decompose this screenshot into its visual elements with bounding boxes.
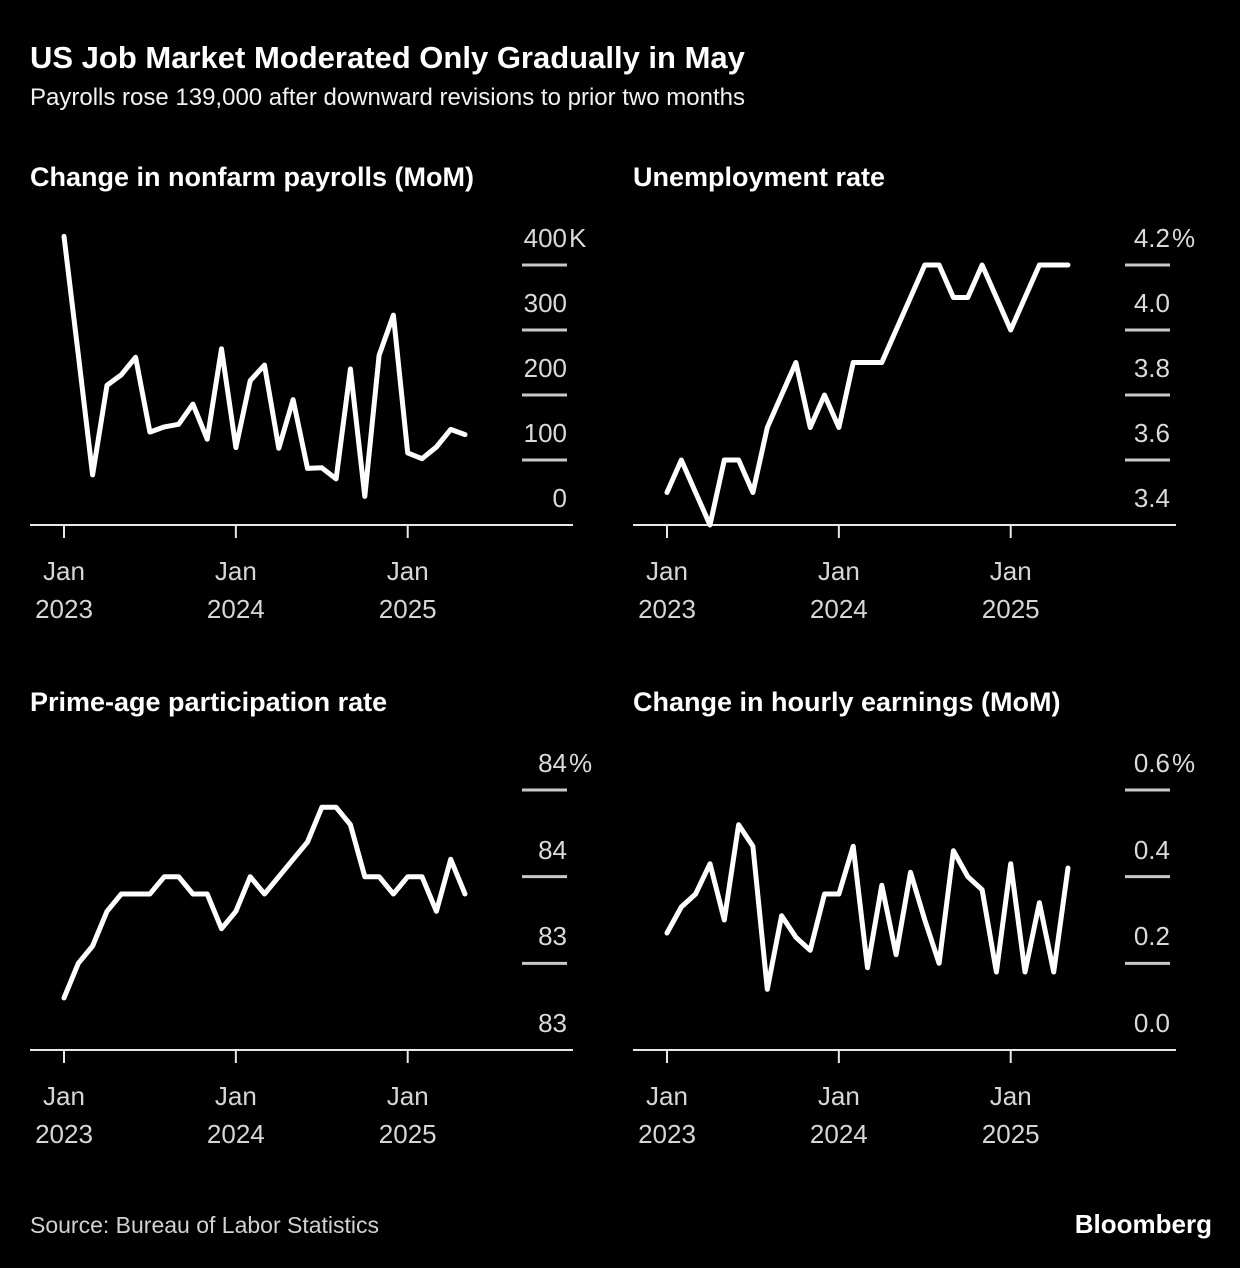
y-axis-label-value: 3.6: [1133, 418, 1170, 448]
y-axis-label: 100: [30, 417, 567, 449]
x-axis-label: Jan 2024: [769, 1077, 909, 1153]
source-note: Source: Bureau of Labor Statistics: [30, 1212, 380, 1238]
x-axis-label-year: 2025: [378, 594, 437, 624]
x-axis-label-month: Jan: [214, 556, 257, 586]
x-axis-label-year: 2024: [206, 1119, 265, 1149]
x-axis-label-month: Jan: [43, 1081, 85, 1111]
chart-title: Change in nonfarm payrolls (MoM): [30, 162, 475, 192]
y-axis-label-value: 0.2: [1133, 921, 1170, 952]
y-axis-label-value: 0.0: [1133, 1008, 1170, 1038]
y-axis-label-value: 200: [523, 353, 567, 383]
x-axis-label-month: Jan: [989, 1081, 1032, 1111]
chart-plot: [633, 788, 1176, 1063]
y-axis-label-value: 0.4: [1133, 834, 1170, 865]
chart-plot: [633, 262, 1176, 538]
chart-title: Unemployment rate: [633, 162, 886, 192]
y-axis-label: 0.4: [633, 834, 1170, 866]
x-axis-label-month: Jan: [43, 556, 85, 586]
y-axis-label-value: 3.4: [1133, 483, 1170, 513]
bloomberg-logo: Bloomberg: [1074, 1209, 1212, 1239]
y-axis-label: 3.8: [633, 352, 1170, 384]
x-axis-label: Jan 2025: [941, 1077, 1081, 1153]
y-axis-label: 300: [30, 287, 567, 319]
x-axis-label: Jan 2023: [597, 552, 737, 628]
y-axis-label: 0.0: [633, 1007, 1170, 1039]
y-axis-label-value: 300: [523, 288, 567, 318]
y-axis-label: 400 K: [30, 222, 587, 254]
nonfarm-payrolls-line: [61, 233, 468, 499]
y-axis-label-value: 84: [538, 834, 567, 865]
x-axis-label-month: Jan: [817, 1081, 860, 1111]
chart-plot: [30, 233, 573, 538]
chart-panel-nonfarm-payrolls: Change in nonfarm payrolls (MoM) 400 K 300…: [30, 160, 587, 640]
x-axis-label-month: Jan: [386, 556, 429, 586]
y-axis-label-value: 83: [538, 921, 567, 952]
y-axis-label: 0.2: [633, 920, 1170, 952]
chart-plot: [30, 788, 573, 1063]
x-axis-label-year: 2024: [809, 594, 868, 624]
y-axis-label-value: 83: [538, 1008, 567, 1038]
chart-panel-unemployment-rate: Unemployment rate 4.2% 4.0 3.8 3.6 3.4 Jan 202…: [633, 160, 1195, 640]
y-axis-label: 83: [30, 1007, 567, 1039]
y-axis-label-suffix: %: [1172, 223, 1196, 253]
x-axis-label-year: 2023: [35, 1119, 93, 1149]
x-axis-label-year: 2025: [378, 1119, 437, 1149]
x-axis-label-month: Jan: [646, 1081, 688, 1111]
y-axis-label-value: 4.0: [1133, 288, 1170, 318]
x-axis-label: Jan 2024: [166, 1077, 306, 1153]
x-axis-label-year: 2023: [35, 594, 93, 624]
page-title: US Job Market Moderated Only Gradually i…: [30, 40, 745, 75]
x-axis-label-year: 2025: [981, 1119, 1040, 1149]
x-axis-label: Jan 2024: [769, 552, 909, 628]
y-axis-label: 4.2%: [633, 222, 1195, 254]
y-axis-label: 4.0: [633, 287, 1170, 319]
x-axis-label: Jan 2025: [338, 552, 478, 628]
x-axis-label-year: 2025: [981, 594, 1040, 624]
x-axis-label: Jan 2025: [941, 552, 1081, 628]
x-axis-label: Jan 2023: [0, 1077, 134, 1153]
y-axis-label-value: 0.6: [1133, 748, 1170, 778]
x-axis-label-year: 2024: [809, 1119, 868, 1149]
chart-panel-prime-age-participation: Prime-age participation rate 84% 84 83 83 Ja…: [30, 685, 592, 1165]
x-axis-label-month: Jan: [817, 556, 860, 586]
y-axis-label: 84%: [30, 747, 592, 779]
x-axis-label-month: Jan: [989, 556, 1032, 586]
page-subtitle: Payrolls rose 139,000 after downward rev…: [30, 84, 746, 111]
y-axis-label-value: 0: [552, 483, 567, 513]
y-axis-label-value: 400: [523, 223, 567, 253]
y-axis-label-value: 100: [523, 418, 567, 448]
x-axis-label-month: Jan: [214, 1081, 257, 1111]
y-axis-label-suffix: %: [1172, 748, 1196, 778]
prime-age-participation-line: [61, 804, 468, 1001]
y-axis-label-value: 3.8: [1133, 353, 1170, 383]
x-axis-label: Jan 2023: [597, 1077, 737, 1153]
x-axis-label: Jan 2025: [338, 1077, 478, 1153]
chart-title: Change in hourly earnings (MoM): [633, 687, 1061, 717]
y-axis-label-value: 4.2: [1133, 223, 1170, 253]
y-axis-label: 3.4: [633, 482, 1170, 514]
y-axis-label-suffix: K: [569, 223, 587, 253]
chart-panel-hourly-earnings: Change in hourly earnings (MoM) 0.6% 0.4 0…: [633, 685, 1195, 1165]
x-axis-label-year: 2023: [638, 1119, 696, 1149]
y-axis-label: 0: [30, 482, 567, 514]
hourly-earnings-line: [664, 822, 1071, 992]
y-axis-label: 83: [30, 920, 567, 952]
x-axis-label-month: Jan: [646, 556, 688, 586]
x-axis-label-year: 2024: [206, 594, 265, 624]
y-axis-label: 200: [30, 352, 567, 384]
y-axis-label: 3.6: [633, 417, 1170, 449]
y-axis-label-suffix: %: [569, 748, 593, 778]
unemployment-rate-line: [664, 262, 1071, 528]
y-axis-label: 84: [30, 834, 567, 866]
y-axis-label: 0.6%: [633, 747, 1195, 779]
x-axis-label-year: 2023: [638, 594, 696, 624]
x-axis-label: Jan 2024: [166, 552, 306, 628]
x-axis-label: Jan 2023: [0, 552, 134, 628]
x-axis-label-month: Jan: [386, 1081, 429, 1111]
y-axis-label-value: 84: [538, 748, 567, 778]
chart-title: Prime-age participation rate: [30, 687, 388, 717]
